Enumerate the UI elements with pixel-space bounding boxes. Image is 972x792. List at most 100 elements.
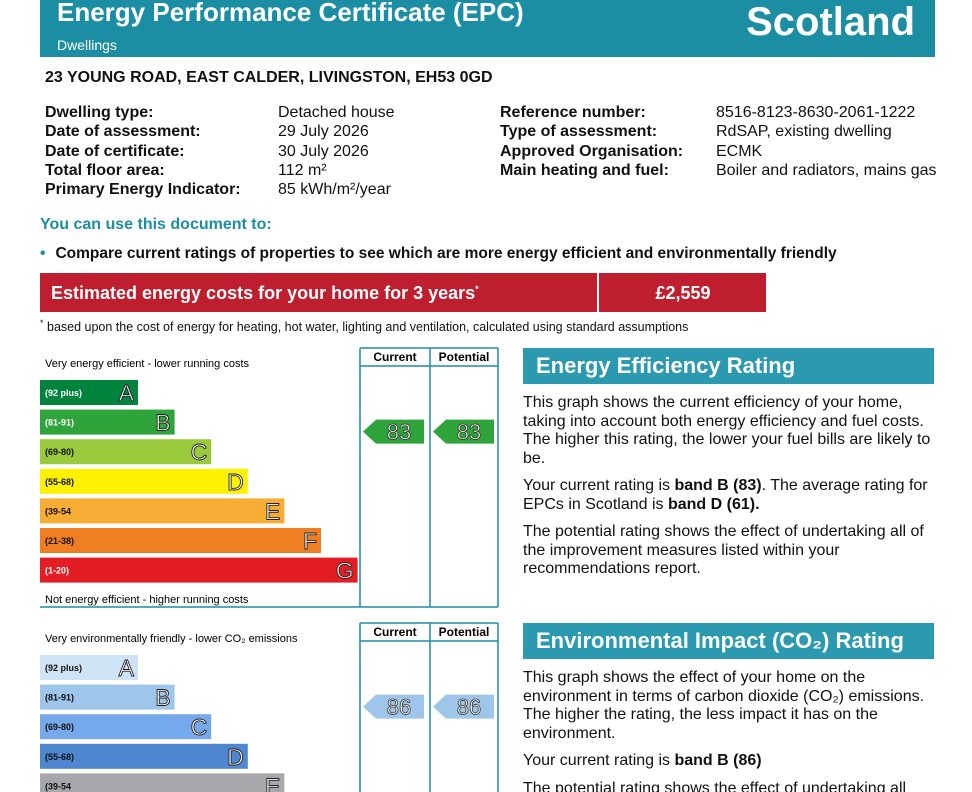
band-bar: [40, 684, 175, 710]
footnote-marker: *: [40, 318, 44, 328]
rating-arrow: [433, 419, 494, 444]
band-range: (1-20): [45, 566, 69, 576]
detail-value: Boiler and radiators, mains gas: [716, 161, 937, 179]
detail-value: Detached house: [278, 104, 395, 121]
band-range: (81-91): [45, 693, 74, 703]
rating-heading: Environmental Impact (CO₂) Rating: [523, 623, 934, 659]
subtitle: Dwellings: [57, 37, 117, 53]
text-run: This graph shows the current efficiency …: [523, 394, 931, 467]
band-letter: A: [119, 655, 135, 681]
band-range: (55-68): [45, 752, 74, 762]
band-letter: C: [191, 714, 208, 740]
detail-value: 112 m²: [278, 161, 327, 179]
detail-label: Dwelling type:: [45, 104, 154, 121]
band-range: (69-80): [45, 447, 74, 457]
column-header: Current: [373, 625, 416, 639]
header-bar: Energy Performance Certificate (EPC) Dwe…: [40, 0, 935, 57]
text-run: band D (61).: [667, 495, 760, 513]
band-bar: [40, 655, 138, 680]
rating-arrow: [433, 694, 494, 719]
footnote-text: based upon the cost of energy for heatin…: [47, 320, 689, 335]
rating-value: 83: [387, 420, 411, 445]
cost-label-text: Estimated energy costs for your home for…: [51, 283, 476, 303]
rating-value: 86: [387, 695, 411, 720]
text-run: The potential rating shows the effect of…: [523, 779, 907, 792]
band-bar: [40, 380, 138, 405]
detail-value: ECMK: [716, 142, 763, 160]
band-letter: G: [336, 558, 354, 584]
detail-label: Total floor area:: [45, 161, 165, 179]
band-range: (92 plus): [45, 388, 82, 398]
rating-heading: Energy Efficiency Rating: [523, 348, 934, 384]
uses-heading: You can use this document to:: [40, 216, 272, 233]
env-text: This graph shows the effect of your home…: [523, 669, 935, 792]
heading-text: Environmental Impact (CO₂) Rating: [536, 628, 904, 653]
band-range: (39-54: [45, 781, 71, 791]
text-run: Your current rating is: [523, 752, 675, 769]
paragraph: Your current rating is band B (83). The …: [523, 477, 935, 514]
paragraph: This graph shows the current efficiency …: [523, 394, 935, 468]
paragraph: The potential rating shows the effect of…: [523, 523, 935, 579]
detail-value: 85 kWh/m²/year: [278, 181, 391, 199]
band-range: (39-54: [45, 506, 71, 516]
rating-arrow: [363, 419, 424, 444]
heading-text: Energy Efficiency Rating: [536, 353, 796, 378]
country: Scotland: [746, 0, 915, 44]
address: 23 YOUNG ROAD, EAST CALDER, LIVINGSTON, …: [45, 69, 493, 86]
band-bar: [40, 439, 212, 465]
energy-text: This graph shows the current efficiency …: [523, 394, 935, 588]
band-bar: [40, 528, 321, 553]
paragraph: This graph shows the effect of your home…: [523, 669, 935, 743]
column-header: Potential: [439, 625, 490, 639]
cost-marker: *: [475, 284, 479, 294]
column-header: Potential: [439, 350, 490, 364]
detail-value: 30 July 2026: [278, 142, 369, 160]
detail-label: Approved Organisation:: [500, 142, 684, 160]
rating-arrow: [363, 694, 424, 719]
band-range: (69-80): [45, 722, 74, 732]
cost-value: £2,559: [655, 283, 711, 303]
detail-value: 29 July 2026: [278, 123, 369, 141]
text-run: band B (83): [674, 477, 762, 494]
band-bar: [40, 468, 248, 494]
bottom-note: Not energy efficient - higher running co…: [45, 594, 249, 606]
top-note: Very energy efficient - lower running co…: [45, 358, 250, 370]
band-bar: [40, 714, 212, 740]
band-letter: D: [227, 744, 244, 770]
band-letter: E: [265, 773, 280, 792]
band-bar: [40, 409, 175, 435]
paragraph: Your current rating is band B (86): [523, 752, 935, 771]
band-letter: E: [265, 498, 280, 524]
band-letter: B: [155, 410, 170, 436]
band-range: (92 plus): [45, 663, 82, 673]
text-run: The potential rating shows the effect of…: [523, 523, 924, 577]
text-run: This graph shows the effect of your home…: [523, 669, 925, 742]
column-header: Current: [373, 350, 416, 364]
detail-label: Primary Energy Indicator:: [45, 181, 241, 199]
band-bar: [40, 498, 285, 524]
cost-label: Estimated energy costs for your home for…: [51, 283, 479, 304]
detail-value: 8516-8123-8630-2061-1222: [716, 104, 916, 121]
band-letter: D: [227, 469, 244, 495]
cost-bar: Estimated energy costs for your home for…: [40, 273, 766, 312]
detail-value: RdSAP, existing dwelling: [716, 123, 892, 141]
band-bar: [40, 773, 285, 792]
rating-value: 86: [457, 695, 481, 720]
detail-label: Reference number:: [500, 104, 646, 121]
detail-label: Date of certificate:: [45, 142, 185, 160]
text-run: . The average rating for EPCs in Scotlan…: [523, 477, 928, 513]
top-note: Very environmentally friendly - lower CO…: [45, 633, 298, 645]
uses-item: • Compare current ratings of properties t…: [40, 245, 837, 262]
paragraph: The potential rating shows the effect of…: [523, 780, 935, 792]
energy-chart: Current Potential Very energy efficient - …: [40, 347, 499, 608]
band-range: (21-38): [45, 536, 74, 546]
text-run: Your current rating is: [523, 477, 675, 494]
band-range: (81-91): [45, 418, 74, 428]
band-bar: [40, 557, 358, 583]
env-chart: Current Potential Very environmentally fri…: [40, 622, 499, 792]
title: Energy Performance Certificate (EPC): [57, 0, 524, 27]
text-run: band B (86): [674, 752, 762, 769]
band-bar: [40, 743, 248, 769]
band-letter: C: [191, 439, 208, 465]
